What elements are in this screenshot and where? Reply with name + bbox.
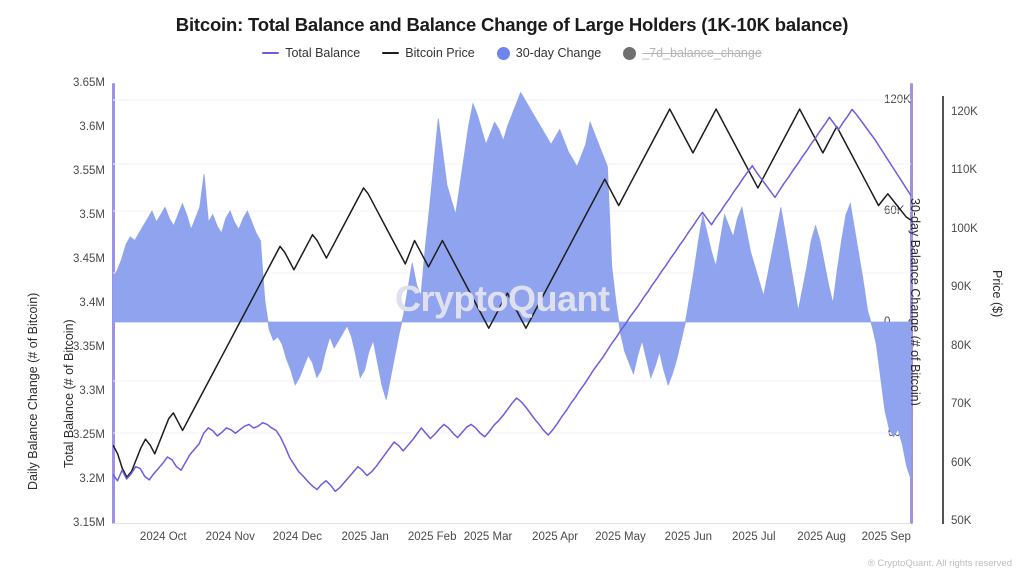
price-axis-tick-0: 120K: [951, 106, 978, 118]
price-axis-title: Price ($): [990, 270, 1004, 318]
legend-line-swatch-icon: [382, 52, 400, 54]
left-axis-tick-3: 3.5M: [79, 209, 105, 221]
x-axis-tick-6: 2025 Apr: [532, 531, 579, 543]
price-axis-tick-2: 100K: [951, 222, 978, 235]
legend-label: Total Balance: [285, 46, 361, 60]
legend-item-0[interactable]: Total Balance: [262, 46, 360, 60]
left-axis-tick-4: 3.45M: [73, 253, 105, 265]
plot-area[interactable]: [113, 83, 911, 523]
daily-balance-change-axis-title: Daily Balance Change (# of Bitcoin): [26, 292, 40, 490]
left-axis-tick-9: 3.2M: [79, 473, 105, 485]
price-axis-tick-5: 70K: [951, 398, 972, 411]
x-axis-tick-4: 2025 Feb: [407, 531, 457, 543]
legend-item-3[interactable]: _7d_balance_change: [623, 46, 762, 60]
x-axis-tick-8: 2025 Jun: [664, 531, 713, 543]
x-axis-tick-2: 2024 Dec: [272, 531, 322, 543]
x-axis-tick-9: 2025 Jul: [732, 531, 776, 543]
x-axis-tick-0: 2024 Oct: [139, 531, 187, 543]
left-axis-tick-5: 3.4M: [79, 297, 105, 309]
price-axis-tick-6: 60K: [951, 456, 972, 469]
bitcoin-price-line: [113, 108, 911, 478]
x-axis-tick-5: 2025 Mar: [463, 531, 513, 543]
left-axis-tick-1: 3.6M: [79, 121, 105, 133]
left-axis-tick-0: 3.65M: [73, 77, 105, 89]
x-axis-tick-1: 2024 Nov: [205, 531, 255, 543]
legend-label: _7d_balance_change: [642, 46, 762, 60]
x-axis-ticks: 2024 Oct 2024 Nov 2024 Dec 2025 Jan 2025 Feb…: [0, 531, 1024, 551]
chart-legend[interactable]: Total Balance Bitcoin Price 30-day Change _…: [0, 46, 1024, 60]
price-axis-tick-4: 80K: [951, 339, 972, 352]
total-balance-axis-title: Total Balance (# of Bitcoin): [62, 319, 76, 468]
x-axis-line: [113, 523, 911, 524]
price-axis-ticks: 120K 110K 100K 90K 80K 70K 60K 50K: [951, 0, 1021, 576]
x-axis-tick-7: 2025 May: [595, 531, 646, 543]
left-axis-tick-2: 3.55M: [73, 165, 105, 177]
legend-item-1[interactable]: Bitcoin Price: [382, 46, 475, 60]
total-balance-line: [113, 108, 911, 493]
price-axis-tick-7: 50K: [951, 515, 972, 527]
legend-label: 30-day Change: [515, 46, 602, 60]
right-outer-axis-spine: [942, 96, 944, 524]
legend-line-swatch-icon: [262, 52, 280, 54]
legend-label: Bitcoin Price: [405, 46, 475, 60]
legend-dot-swatch-icon: [623, 46, 637, 60]
legend-dot-swatch-icon: [496, 46, 510, 60]
x-axis-tick-3: 2025 Jan: [341, 531, 389, 543]
page-title: Bitcoin: Total Balance and Balance Chang…: [175, 14, 849, 35]
change-30d-area: [113, 91, 911, 480]
chart-canvas: [113, 91, 911, 493]
price-axis-tick-1: 110K: [951, 164, 978, 177]
left-axis-ticks: 3.65M 3.6M 3.55M 3.5M 3.45M 3.4M 3.35M 3.3M 3.25…: [0, 0, 105, 576]
price-axis-tick-3: 90K: [951, 281, 972, 294]
x-axis-tick-10: 2025 Aug: [797, 531, 846, 543]
copyright-footer: ® CryptoQuant. All rights reserved: [867, 558, 1012, 569]
left-axis-tick-6: 3.35M: [73, 341, 105, 353]
left-axis-tick-7: 3.3M: [79, 385, 105, 397]
left-axis-tick-8: 3.25M: [73, 429, 105, 441]
right-inner-axis-spine: [910, 83, 913, 524]
legend-item-2[interactable]: 30-day Change: [496, 46, 602, 60]
left-axis-tick-10: 3.15M: [73, 517, 105, 529]
x-axis-tick-11: 2025 Sep: [861, 531, 911, 543]
